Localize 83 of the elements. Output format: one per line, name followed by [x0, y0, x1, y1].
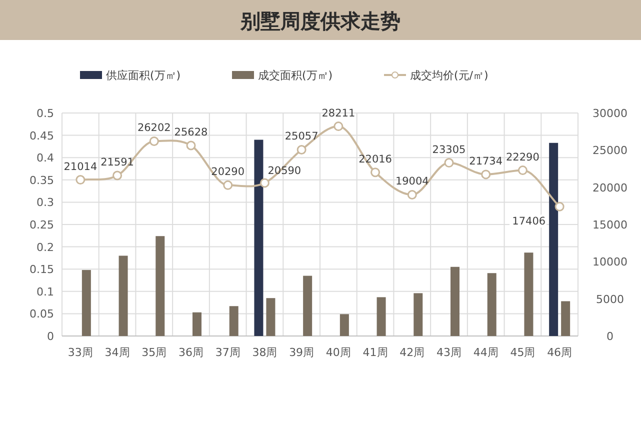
y2-tick-label: 20000 — [592, 181, 628, 194]
x-tick-label: 44周 — [473, 346, 498, 359]
y-tick-label: 0.05 — [30, 308, 54, 321]
y-tick-label: 0.3 — [36, 196, 54, 210]
data-label: 21591 — [100, 156, 134, 169]
data-label: 23305 — [432, 144, 466, 156]
point — [518, 166, 528, 176]
x-tick-label: 43周 — [436, 346, 462, 359]
y2-tick-label: 0 — [606, 330, 614, 343]
legend-label: 成交面积(万㎡) — [258, 69, 333, 82]
y-tick-label: 0.5 — [36, 107, 54, 120]
bar — [303, 276, 312, 336]
bar — [118, 256, 128, 336]
point — [76, 175, 86, 185]
point — [149, 136, 159, 146]
legend-label: 成交均价(元/㎡) — [410, 69, 488, 82]
x-tick-label: 41周 — [362, 346, 388, 359]
x-tick-label: 35周 — [142, 346, 167, 359]
bar — [82, 270, 91, 336]
data-label: 26202 — [137, 122, 171, 134]
x-tick-label: 42周 — [400, 346, 425, 359]
bar — [266, 298, 276, 336]
legend-item: 供应面积(万㎡) — [80, 69, 181, 82]
point — [112, 170, 122, 180]
data-label: 25628 — [174, 126, 208, 138]
bar — [229, 306, 238, 336]
point — [334, 122, 344, 132]
x-tick-label: 33周 — [68, 346, 93, 359]
x-tick-label: 34周 — [104, 346, 130, 359]
bar — [561, 301, 570, 336]
point — [186, 140, 196, 150]
y-tick-label: 0.35 — [30, 174, 54, 187]
point — [481, 170, 491, 180]
legend-label: 供应面积(万㎡) — [106, 69, 181, 82]
y2-tick-label: 30000 — [592, 107, 628, 120]
x-tick-label: 40周 — [326, 346, 351, 359]
bar — [450, 266, 460, 336]
data-label: 20590 — [268, 164, 302, 177]
bar — [549, 142, 558, 336]
point — [407, 190, 417, 200]
x-tick-label: 38周 — [252, 346, 278, 359]
x-tick-label: 36周 — [178, 346, 204, 359]
bar — [487, 273, 496, 336]
y2-tick-label: 15000 — [592, 218, 628, 232]
data-label: 22290 — [506, 151, 540, 164]
data-label: 17406 — [512, 216, 546, 228]
y-tick-label: 0.15 — [30, 263, 54, 276]
y2-tick-label: 10000 — [592, 256, 628, 269]
point — [296, 144, 306, 154]
bar — [524, 252, 534, 336]
y-tick-label: 0.1 — [36, 285, 54, 298]
data-label: 25057 — [284, 130, 318, 143]
title: 别墅周度供求走势 — [240, 9, 400, 33]
bar — [156, 236, 165, 336]
data-label: 19004 — [395, 176, 430, 188]
data-label: 22016 — [358, 153, 392, 166]
bar — [414, 293, 423, 336]
point — [223, 180, 233, 190]
point — [554, 202, 564, 212]
point — [370, 168, 380, 178]
x-tick-label: 46周 — [547, 346, 572, 359]
x-tick-label: 39周 — [289, 346, 314, 359]
y-tick-label: 0.45 — [30, 129, 54, 142]
data-label: 21014 — [64, 160, 98, 173]
legend-item: 成交均价(元/㎡) — [384, 69, 488, 82]
x-tick-label: 37周 — [215, 346, 240, 359]
point — [260, 178, 270, 188]
y-tick-label: 0 — [47, 330, 54, 343]
data-label: 28211 — [322, 107, 356, 120]
x-tick-label: 45周 — [510, 346, 536, 359]
y-tick-label: 0.2 — [36, 240, 54, 254]
bar — [254, 140, 264, 336]
y-tick-label: 0.4 — [36, 152, 54, 165]
point — [444, 158, 454, 168]
y2-tick-label: 5000 — [596, 292, 624, 306]
bar — [340, 314, 349, 336]
y2-tick-label: 25000 — [592, 144, 628, 158]
data-label: 21734 — [469, 155, 503, 168]
bar — [192, 312, 202, 336]
data-label: 20290 — [211, 166, 245, 178]
bar — [376, 297, 386, 336]
y-tick-label: 0.25 — [30, 218, 54, 232]
legend-item: 成交面积(万㎡) — [232, 69, 333, 82]
